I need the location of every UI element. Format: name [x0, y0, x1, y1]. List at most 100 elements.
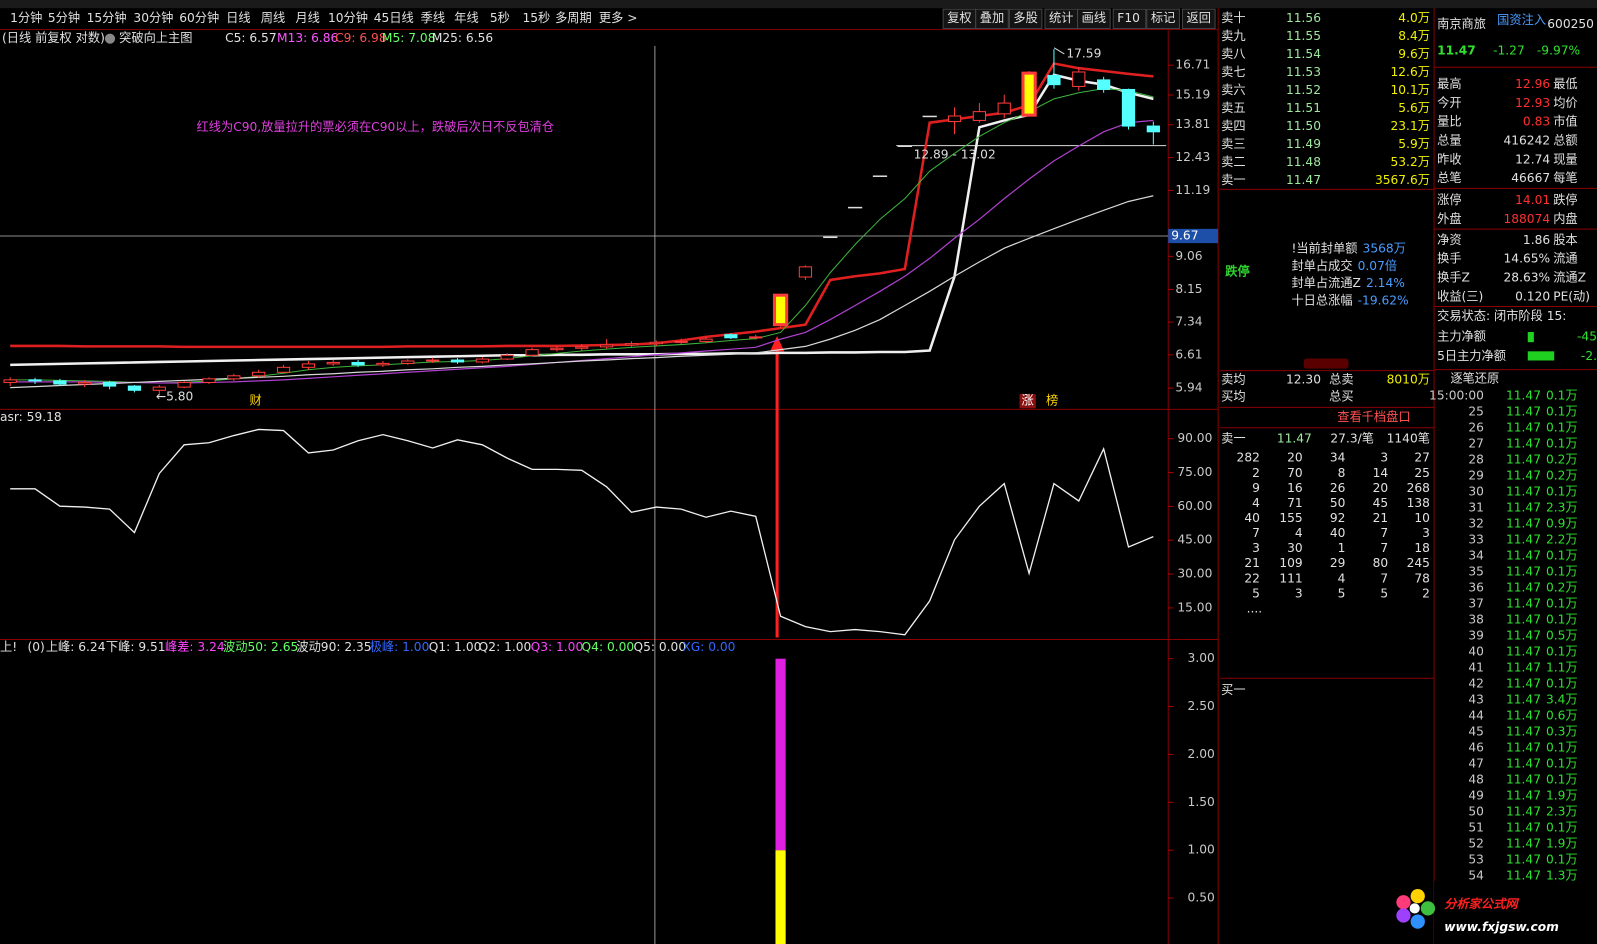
first-ask-avg: 27.3/笔: [1330, 430, 1374, 445]
total-value: 8010万: [1387, 372, 1430, 386]
period-tab[interactable]: 15秒: [522, 11, 550, 25]
watermark-url: www.fxjgsw.com: [1444, 920, 1559, 934]
candle-body: [947, 115, 962, 123]
tick-price: 11.47: [1506, 421, 1541, 435]
tool-button-bg[interactable]: [975, 8, 1009, 30]
tick-time: 35: [1468, 565, 1484, 579]
tool-button-bg[interactable]: [1181, 8, 1216, 30]
seal-label: 封单占成交: [1291, 257, 1352, 272]
ask-level: 卖三: [1221, 137, 1245, 151]
seal-value: 2.14%: [1366, 276, 1405, 290]
tick-time: 43: [1468, 692, 1484, 706]
queue-cell: 5: [1380, 586, 1388, 600]
queue-cell: 70: [1287, 466, 1303, 480]
collapse-button[interactable]: [1303, 358, 1349, 369]
quote-label: 最低: [1553, 77, 1577, 91]
period-tab[interactable]: 5分钟: [48, 10, 80, 25]
tool-button-bg[interactable]: [1008, 8, 1043, 30]
queue-cell: 2: [1422, 586, 1430, 600]
tick-time: 46: [1468, 740, 1484, 754]
candle-body: [102, 381, 117, 387]
candle-body: [724, 334, 738, 339]
tick-price: 11.47: [1506, 676, 1541, 690]
quote-label: 流通Z: [1553, 271, 1586, 285]
quote-value: 46667: [1511, 171, 1550, 185]
chart-note: 红线为C90,放量拉升的票必须在C90以上，跌破后次日不反包清仓: [197, 119, 555, 134]
period-tab[interactable]: 30分钟: [133, 10, 173, 25]
candle-body: [3, 379, 17, 383]
tick-time: 32: [1468, 517, 1484, 531]
period-tab[interactable]: 5秒: [490, 11, 510, 25]
ask-volume: 12.6万: [1391, 65, 1430, 79]
queue-cell: 80: [1373, 556, 1389, 570]
tick-price: 11.47: [1506, 836, 1541, 850]
candle-body: [550, 347, 564, 351]
signal-arrow-head: [769, 336, 785, 352]
tick-volume: 0.5万: [1546, 628, 1578, 642]
tool-button[interactable]: 统计: [1049, 11, 1073, 25]
tool-button-bg[interactable]: [1112, 8, 1147, 30]
period-tab[interactable]: 年线: [454, 11, 478, 25]
chart-marker: 涨: [1022, 393, 1034, 408]
tick-time: 41: [1468, 660, 1484, 674]
tick-volume: 0.2万: [1546, 469, 1578, 483]
tool-button-bg[interactable]: [1146, 8, 1180, 30]
queue-cell: 50: [1330, 496, 1346, 510]
queue-cell: 71: [1287, 496, 1303, 510]
period-tab[interactable]: 15分钟: [87, 10, 127, 25]
quote-label: 换手: [1437, 252, 1461, 266]
quote-label: 内盘: [1553, 211, 1577, 226]
first-ask: 卖一: [1221, 431, 1245, 445]
candle-body: [1021, 71, 1037, 117]
tool-button[interactable]: F10: [1117, 11, 1140, 25]
candle-body: [177, 381, 191, 388]
period-tab[interactable]: 周线: [261, 11, 285, 25]
tool-button[interactable]: 画线: [1082, 11, 1106, 25]
period-tab[interactable]: 45日线: [374, 11, 414, 25]
first-ask-price: 11.47: [1277, 431, 1312, 445]
tool-button-bg[interactable]: [1077, 8, 1111, 30]
quote-value: 28.63%: [1504, 271, 1551, 285]
ma-line: [10, 195, 1154, 389]
ask-volume: 23.1万: [1391, 119, 1430, 133]
queue-cell: 18: [1414, 541, 1430, 555]
depth-link[interactable]: 查看千档盘口: [1337, 409, 1410, 424]
candle-body: [772, 293, 789, 327]
tool-button[interactable]: 返回: [1187, 11, 1211, 25]
tick-price: 11.47: [1506, 628, 1541, 642]
tick-price: 11.47: [1506, 708, 1541, 722]
ask-price: 11.53: [1286, 65, 1321, 79]
period-tab[interactable]: 更多 >: [599, 11, 638, 25]
seal-info: !当前封单额 3568万: [1291, 240, 1405, 255]
period-tab[interactable]: 1分钟: [10, 10, 42, 25]
period-tab[interactable]: 多周期: [555, 11, 592, 25]
candle-body: [1047, 74, 1061, 86]
candle-body: [599, 344, 614, 348]
tick-volume: 0.1万: [1546, 740, 1578, 754]
tool-button[interactable]: 叠加: [980, 11, 1004, 25]
queue-cell: 9: [1252, 481, 1260, 495]
tool-button[interactable]: 多股: [1013, 11, 1037, 25]
candle-body: [326, 361, 340, 365]
ticks-title[interactable]: 逐笔还原: [1450, 370, 1499, 385]
tick-volume: 2.3万: [1546, 501, 1578, 515]
tick-price: 11.47: [1506, 852, 1541, 866]
tick-volume: 0.6万: [1546, 708, 1578, 722]
quote-value: 14.01: [1515, 193, 1550, 207]
tool-button[interactable]: 标记: [1151, 11, 1175, 25]
period-tab[interactable]: 季线: [421, 11, 445, 25]
period-tab[interactable]: 日线: [226, 11, 250, 25]
y-tick-label: 30.00: [1177, 567, 1212, 581]
period-tab[interactable]: 60分钟: [179, 10, 219, 25]
queue-cell: 78: [1414, 571, 1430, 585]
candle-body: [450, 359, 465, 363]
queue-cell: 40: [1330, 526, 1346, 540]
tool-button[interactable]: 复权: [947, 11, 971, 25]
candle-body: [276, 366, 291, 373]
period-tab[interactable]: 10分钟: [328, 10, 368, 25]
tick-time: 53: [1468, 852, 1484, 866]
queue-cell: 138: [1407, 496, 1430, 510]
period-tab[interactable]: 月线: [295, 11, 319, 25]
ask-price: 11.50: [1286, 119, 1321, 133]
